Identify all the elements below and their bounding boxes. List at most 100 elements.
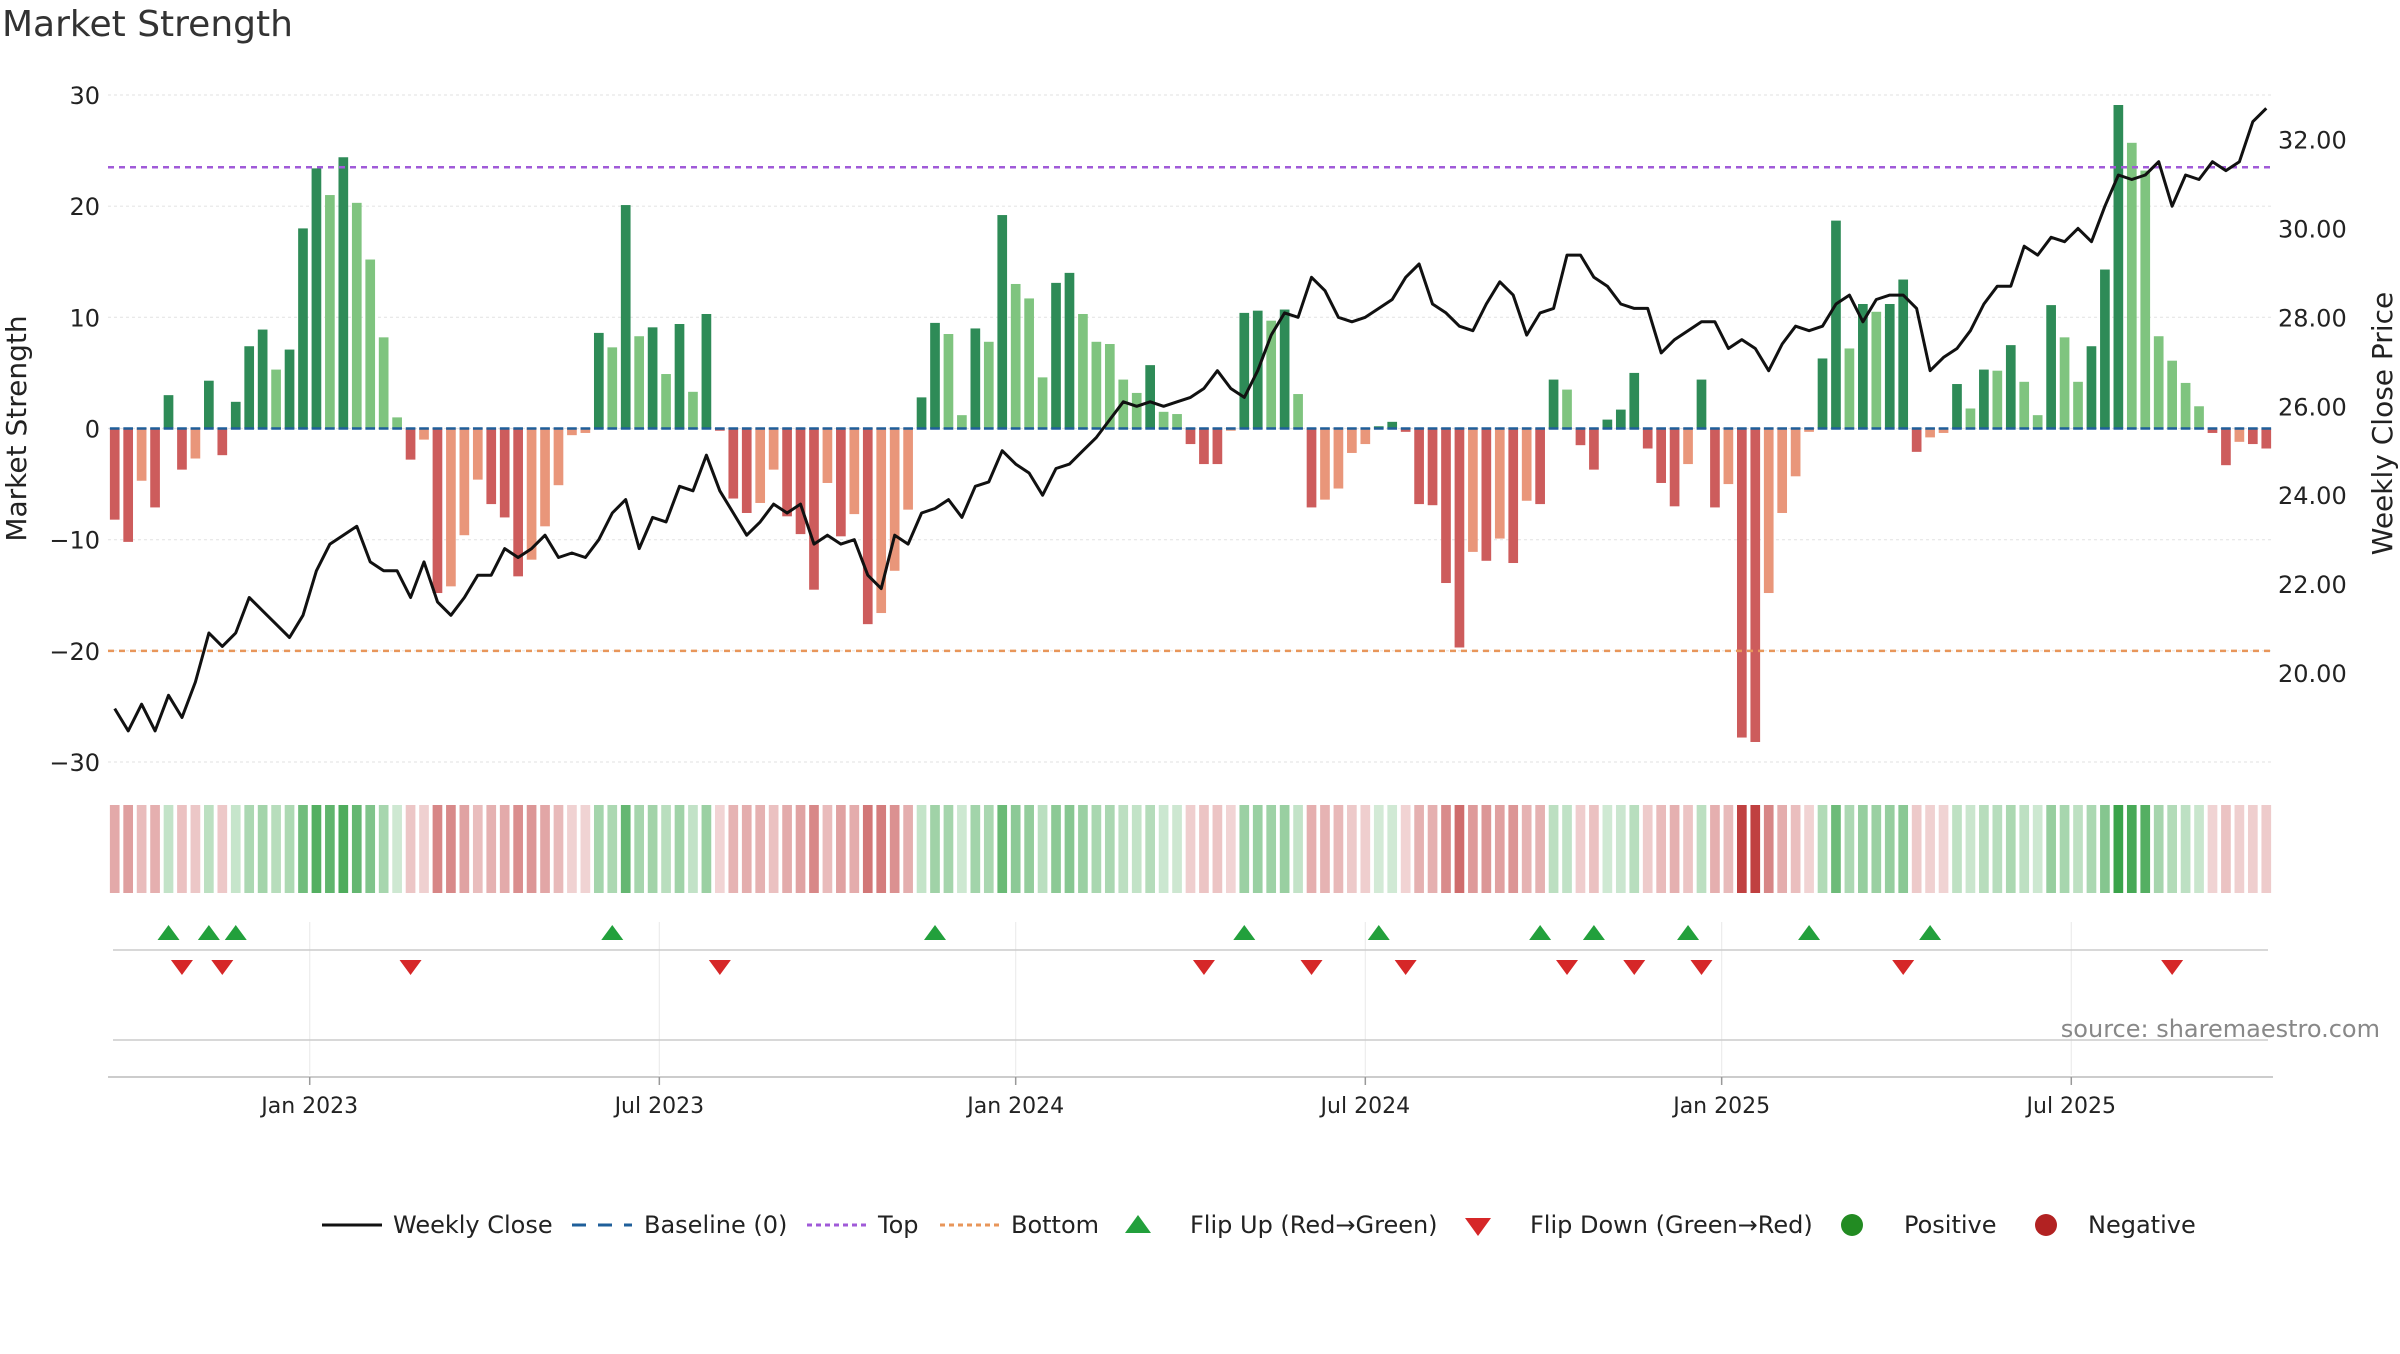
strength-bar [432, 428, 443, 594]
heat-strip-cell [1387, 805, 1398, 893]
strength-bar [1669, 428, 1680, 507]
heat-strip-cell [1172, 805, 1182, 893]
strength-bar [1710, 428, 1720, 508]
strength-bar [1589, 428, 1599, 470]
strength-bar [2167, 360, 2177, 429]
heat-strip-cell [1790, 805, 1801, 893]
heat-strip-cell [849, 805, 860, 893]
strength-bar [1884, 303, 1895, 429]
strength-bar [1078, 313, 1088, 429]
strength-bar [620, 205, 631, 429]
strength-bar [1575, 428, 1586, 446]
strength-bar [782, 428, 792, 517]
strength-bar [1414, 428, 1424, 505]
heat-strip-cell [2100, 805, 2110, 893]
legend-swatch-positive [1841, 1214, 1863, 1236]
flip-down-marker [170, 960, 193, 975]
heat-strip-cell [983, 805, 994, 893]
heat-strip-cell [1441, 805, 1451, 893]
heat-strip-cell [1642, 805, 1653, 893]
heat-strip-cell [486, 805, 497, 893]
strength-bar [661, 374, 671, 429]
heat-strip-cell [2234, 805, 2245, 893]
y-tick-label: 0 [85, 416, 100, 444]
strength-bar [2207, 428, 2218, 433]
strength-bar [177, 428, 187, 470]
heat-strip-cell [862, 805, 873, 893]
strength-bar [446, 428, 456, 587]
heat-strip-cell [1427, 805, 1438, 893]
heat-strip-cell [2059, 805, 2070, 893]
strength-bar [190, 428, 201, 459]
strength-bar [1925, 428, 1935, 438]
heat-strip-cell [1938, 805, 1949, 893]
heat-strip-cell [997, 805, 1008, 893]
heat-strip-cell [755, 805, 766, 893]
heat-strip-cell [1252, 805, 1263, 893]
flip-down-marker [708, 960, 731, 975]
heat-strip-cell [661, 805, 671, 893]
strength-bar [405, 428, 416, 460]
y-tick-label: −20 [49, 638, 100, 666]
heat-strip-cell [620, 805, 631, 893]
strength-bar [1360, 428, 1371, 445]
strength-bar [567, 428, 577, 436]
heat-strip-cell [1844, 805, 1855, 893]
strength-bar [378, 337, 389, 429]
heat-strip-cell [836, 805, 846, 893]
heat-strip-cell [1992, 805, 2003, 893]
strength-bar [419, 428, 429, 440]
y2-tick-label: 24.00 [2278, 482, 2347, 510]
strength-bar [2247, 428, 2258, 445]
strength-bar [889, 428, 900, 571]
heat-strip-cell [1024, 805, 1034, 893]
heat-strip-cell [526, 805, 537, 893]
x-tick-label: Jul 2023 [613, 1094, 705, 1119]
strength-bar [1320, 428, 1330, 500]
heat-strip-cell [1763, 805, 1774, 893]
heat-strip-cell [2221, 805, 2231, 893]
heat-strip-cell [1051, 805, 1061, 893]
strength-bar [1185, 428, 1196, 445]
strength-bar [499, 428, 510, 518]
heat-strip-cell [459, 805, 470, 893]
strength-bar [1831, 220, 1841, 429]
heat-strip-cell [432, 805, 443, 893]
strength-bar [1158, 411, 1169, 429]
heat-strip-cell [351, 805, 362, 893]
strength-bar [2019, 381, 2030, 429]
strength-bar [647, 327, 658, 429]
flip-up-marker [1233, 925, 1256, 940]
heat-strip-cell [1589, 805, 1599, 893]
heat-strip-cell [325, 805, 335, 893]
y2-tick-label: 20.00 [2278, 660, 2347, 688]
heat-strip-cell [2086, 805, 2097, 893]
heat-strip-cell [1454, 805, 1465, 893]
heat-strip-cell [2140, 805, 2151, 893]
heat-strip-cell [1333, 805, 1344, 893]
strength-bar [1521, 428, 1532, 501]
legend-label-baseline: Baseline (0) [644, 1211, 787, 1239]
heat-strip-cell [1239, 805, 1250, 893]
flip-up-marker [224, 925, 247, 940]
x-tick-label: Jul 2025 [2025, 1094, 2117, 1119]
strength-bar [1535, 428, 1545, 505]
strength-bar [1333, 428, 1344, 489]
strength-bar [1898, 279, 1909, 429]
source-label: source: sharemaestro.com [2060, 1015, 2380, 1043]
heat-strip-cell [1535, 805, 1545, 893]
flip-up-marker [1919, 925, 1942, 940]
heat-strip-cell [1226, 805, 1236, 893]
heat-strip-cell [2261, 805, 2272, 893]
heat-strip-cell [688, 805, 698, 893]
strength-bar [2032, 415, 2043, 429]
strength-bar [486, 428, 497, 505]
heat-strip-cell [1602, 805, 1613, 893]
strength-bar [836, 428, 846, 537]
strength-bar [1212, 428, 1223, 465]
strength-bar [1427, 428, 1438, 506]
strength-bar [472, 428, 483, 480]
legend-label-close: Weekly Close [393, 1211, 553, 1239]
strength-bar [997, 215, 1008, 429]
